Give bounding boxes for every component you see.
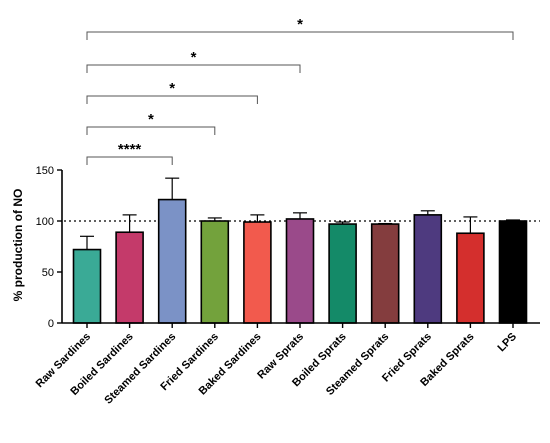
y-tick-label: 0: [48, 318, 54, 330]
y-tick-label: 150: [36, 165, 54, 177]
bar: [200, 220, 230, 324]
significance-bracket: [86, 156, 173, 165]
bar: [498, 220, 528, 324]
significance-label: *: [297, 16, 303, 33]
y-tick-label: 100: [36, 216, 54, 228]
significance-bracket: [86, 95, 258, 104]
bar: [72, 248, 102, 324]
bar: [243, 221, 272, 324]
bar: [115, 231, 144, 324]
bar: [413, 214, 443, 324]
bar: [328, 223, 357, 324]
significance-bracket: [86, 31, 514, 40]
x-tick-label: Steamed Sardines: [102, 331, 178, 407]
significance-label: *: [191, 49, 197, 66]
y-tick-label: 50: [42, 267, 54, 279]
x-tick-label: LPS: [495, 331, 519, 355]
significance-brackets: ********: [86, 16, 514, 165]
bar: [370, 223, 400, 324]
y-axis-title: % production of NO: [11, 189, 25, 302]
bar: [285, 218, 315, 324]
significance-label: ****: [118, 141, 142, 158]
significance-label: *: [148, 111, 154, 128]
significance-label: *: [169, 80, 175, 97]
bar: [456, 232, 485, 324]
bars-layer: [72, 177, 528, 324]
significance-bracket: [86, 64, 301, 73]
bar: [157, 198, 187, 324]
significance-bracket: [86, 126, 216, 135]
